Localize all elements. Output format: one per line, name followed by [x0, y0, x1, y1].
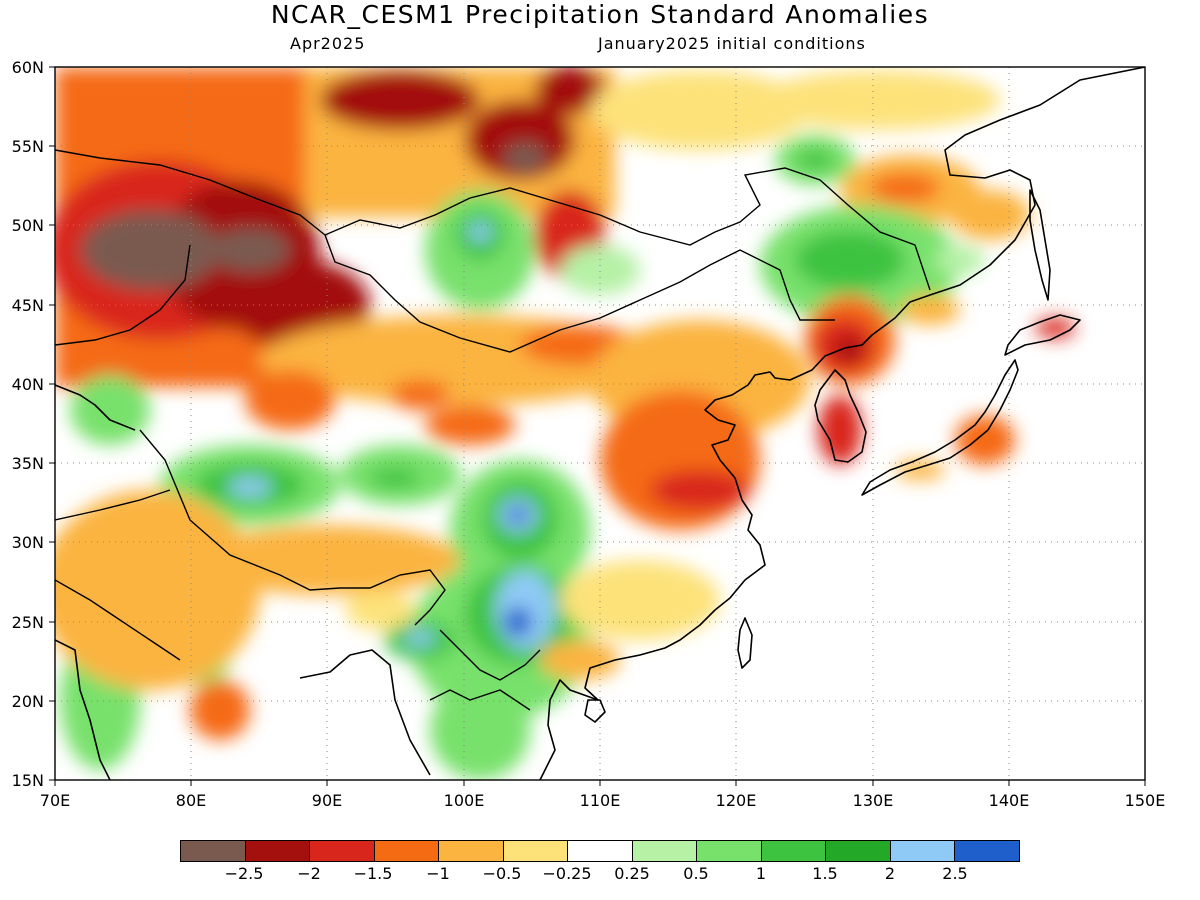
swatch-5 [439, 841, 504, 861]
colorbar-label: 2.5 [942, 864, 968, 883]
colorbar-label: 0.5 [683, 864, 709, 883]
graticule [55, 67, 1145, 780]
chart-title: NCAR_CESM1 Precipitation Standard Anomal… [270, 0, 930, 29]
swatch-2 [245, 841, 311, 861]
lon-label-130e: 130E [853, 791, 894, 810]
swatch-7 [568, 841, 633, 861]
lat-label-60n: 60N [12, 58, 44, 77]
lat-label-25n: 25N [12, 613, 44, 632]
lat-label-30n: 30N [12, 533, 44, 552]
lat-label-40n: 40N [12, 375, 44, 394]
lon-label-90e: 90E [312, 791, 342, 810]
colorbar-label: 1 [755, 864, 767, 883]
borders [55, 149, 931, 711]
ticks [49, 66, 1146, 786]
swatch-3 [310, 841, 375, 861]
swatch-1 [181, 841, 246, 861]
swatch-8 [632, 841, 698, 861]
swatch-12 [890, 841, 956, 861]
swatch-4 [374, 841, 440, 861]
swatch-6 [503, 841, 569, 861]
swatch-11 [826, 841, 891, 861]
coastlines [55, 67, 1145, 780]
initial-conditions: January2025 initial conditions [598, 34, 866, 53]
lon-label-140e: 140E [989, 791, 1030, 810]
lat-label-20n: 20N [12, 692, 44, 711]
swatch-13 [955, 841, 1019, 861]
lon-label-70e: 70E [40, 791, 70, 810]
lat-label-35n: 35N [12, 454, 44, 473]
colorbar-label: 2 [884, 864, 896, 883]
lon-label-120e: 120E [716, 791, 757, 810]
lon-label-100e: 100E [444, 791, 485, 810]
lon-label-80e: 80E [176, 791, 206, 810]
swatch-10 [761, 841, 827, 861]
lat-label-55n: 55N [12, 137, 44, 156]
anomaly-field [55, 67, 1075, 780]
colorbar-label: 1.5 [812, 864, 838, 883]
lon-label-110e: 110E [580, 791, 621, 810]
lat-label-15n: 15N [12, 771, 44, 790]
colorbar-label: −1 [426, 864, 450, 883]
colorbar-label: −2.5 [224, 864, 264, 883]
forecast-month: Apr2025 [290, 34, 366, 53]
colorbar-label: −0.5 [482, 864, 522, 883]
colorbar-label: −2 [297, 864, 321, 883]
lat-label-50n: 50N [12, 216, 44, 235]
colorbar-label: −0.25 [542, 864, 592, 883]
colorbar-label: −1.5 [353, 864, 393, 883]
lon-label-150e: 150E [1125, 791, 1166, 810]
colorbar-label: 0.25 [614, 864, 650, 883]
swatch-9 [697, 841, 762, 861]
colorbar [180, 840, 1020, 862]
lat-label-45n: 45N [12, 296, 44, 315]
